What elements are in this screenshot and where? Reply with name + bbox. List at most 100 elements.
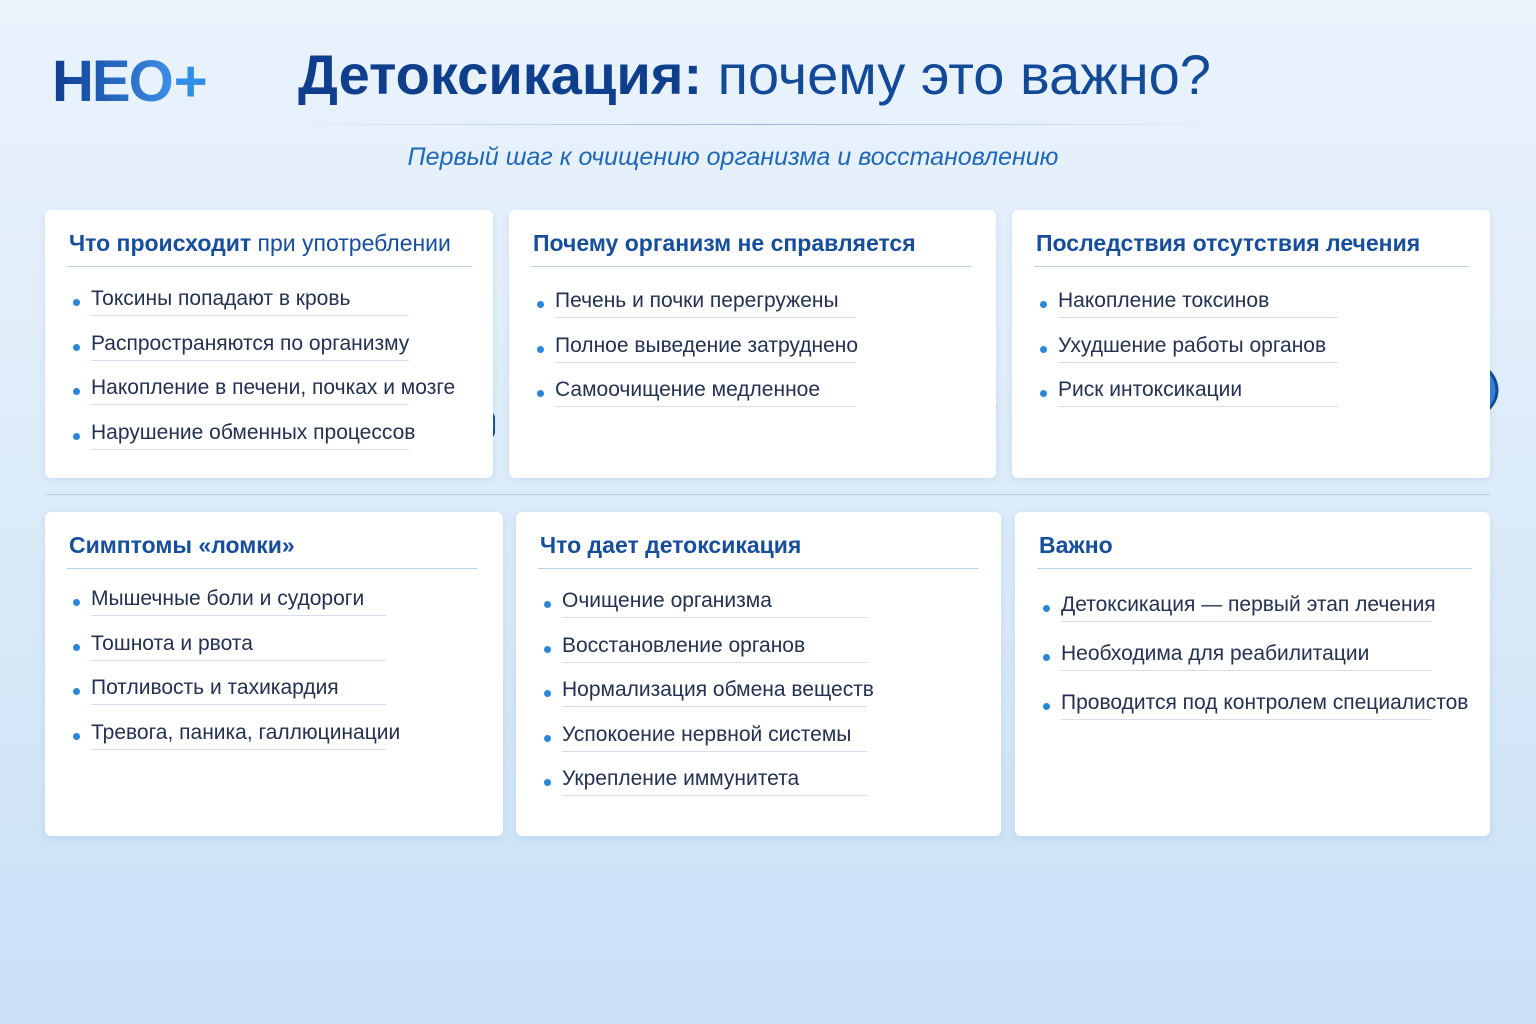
item-divider: [91, 615, 386, 616]
item-divider: [562, 661, 867, 663]
bullet: [73, 432, 80, 440]
title: Детоксикация: почему это важно?: [298, 42, 1211, 107]
item-divider: [91, 404, 409, 405]
subtitle: Первый шаг к очищению организма и восста…: [407, 143, 1059, 171]
list-item: Необходима для реабилитации: [1061, 642, 1370, 665]
item-divider: [562, 706, 867, 707]
card: Что происходит при употреблении Токсины п…: [45, 210, 493, 478]
list-item: Накопление токсинов: [1058, 289, 1270, 312]
card-title-bold: Симптомы «ломки»: [69, 532, 295, 558]
divider: [45, 494, 1490, 495]
item-divider: [91, 748, 386, 750]
card: Симптомы «ломки» Мышечные боли и судороги…: [45, 512, 503, 836]
bullet: [73, 688, 80, 695]
bullet: [1043, 605, 1050, 612]
bullet: [537, 345, 544, 353]
title-underline: [1037, 568, 1472, 569]
title-underline: [538, 568, 978, 569]
bullet: [1043, 703, 1050, 710]
bullet: [73, 732, 80, 740]
list-item: Очищение организма: [562, 589, 772, 612]
list-item: Проводится под контролем специалистов: [1061, 691, 1469, 714]
item-divider: [562, 795, 867, 796]
item-divider: [91, 704, 386, 705]
item-divider: [1058, 317, 1338, 318]
list-item: Накопление в печени, почках и мозге: [91, 376, 456, 399]
list-item: Ухудшение работы органов: [1058, 333, 1327, 357]
card-title-bold: Почему организм не справляется: [533, 230, 916, 256]
item-divider: [1061, 621, 1431, 622]
list-item: Нормализация обмена веществ: [562, 678, 874, 701]
logo-text: НЕО: [52, 49, 174, 114]
card-title-rest: при употреблении: [257, 230, 451, 256]
item-divider: [555, 361, 855, 363]
item-divider: [562, 750, 867, 752]
list-item: Самоочищение медленное: [555, 378, 821, 401]
list-item: Нарушение обменных процессов: [91, 420, 416, 444]
list-item: Потливость и тахикардия: [91, 676, 339, 699]
item-divider: [1058, 361, 1338, 363]
bullet: [73, 388, 80, 395]
list-item: Детоксикация — первый этап лечения: [1061, 593, 1436, 616]
title-underline: [67, 266, 472, 267]
list-item: Риск интоксикации: [1058, 378, 1243, 401]
list-item: Тревога, паника, галлюцинации: [91, 720, 401, 744]
logo: НЕО+: [52, 48, 208, 115]
bullet: [1043, 654, 1050, 661]
list-item: Токсины попадают в кровь: [91, 287, 351, 310]
item-divider: [562, 617, 867, 618]
list-item: Печень и почки перегружены: [555, 289, 839, 312]
list-item: Полное выведение затруднено: [555, 333, 859, 357]
card-title-bold: Что дает детоксикация: [540, 532, 802, 558]
list-item: Укрепление иммунитета: [562, 767, 800, 790]
card-title: Что происходит при употреблении: [69, 230, 451, 257]
title-rest: почему это важно?: [717, 43, 1211, 106]
list-item: Распространяются по организму: [91, 331, 410, 355]
card-title-bold: Важно: [1039, 532, 1113, 558]
card: Почему организм не справляется Печень и п…: [509, 210, 996, 478]
card-title-bold: Последствия отсутствия лечения: [1036, 230, 1421, 256]
item-divider: [555, 317, 855, 318]
title-underline: [531, 266, 971, 267]
bullet: [544, 779, 551, 786]
logo-mark: +: [173, 49, 208, 114]
title-underline: [1034, 266, 1469, 267]
bullet: [537, 390, 544, 397]
card-title: Что дает детоксикация: [540, 532, 801, 559]
bullet: [73, 643, 80, 651]
bullet: [73, 299, 80, 306]
bullet: [544, 601, 551, 608]
divider: [270, 124, 1240, 125]
card-title: Симптомы «ломки»: [69, 532, 295, 559]
item-divider: [91, 359, 409, 361]
card: Что дает детоксикация Очищение организма В…: [516, 512, 1001, 836]
item-divider: [555, 406, 855, 407]
title-bold: Детоксикация:: [298, 43, 703, 106]
list-item: Восстановление органов: [562, 633, 806, 657]
list-item: Тошнота и рвота: [91, 631, 253, 655]
card: Последствия отсутствия лечения Накопление…: [1012, 210, 1490, 478]
card: Важно Детоксикация — первый этап лечения Н…: [1015, 512, 1490, 836]
bullet: [537, 301, 544, 308]
bullet: [544, 734, 551, 742]
item-divider: [1061, 670, 1431, 671]
item-divider: [91, 659, 386, 661]
card-title: Последствия отсутствия лечения: [1036, 230, 1420, 257]
title-underline: [67, 568, 477, 569]
bullet: [1040, 390, 1047, 397]
item-divider: [91, 448, 409, 450]
card-title: Почему организм не справляется: [533, 230, 916, 257]
bullet: [544, 645, 551, 653]
bullet: [544, 690, 551, 697]
item-divider: [1061, 719, 1431, 720]
bullet: [73, 343, 80, 351]
list-item: Успокоение нервной системы: [562, 722, 852, 746]
card-title: Важно: [1039, 532, 1113, 559]
bullet: [73, 599, 80, 606]
list-item: Мышечные боли и судороги: [91, 587, 365, 610]
item-divider: [1058, 406, 1338, 407]
bullet: [1040, 301, 1047, 308]
bullet: [1040, 345, 1047, 353]
card-title-bold: Что происходит: [69, 230, 252, 256]
